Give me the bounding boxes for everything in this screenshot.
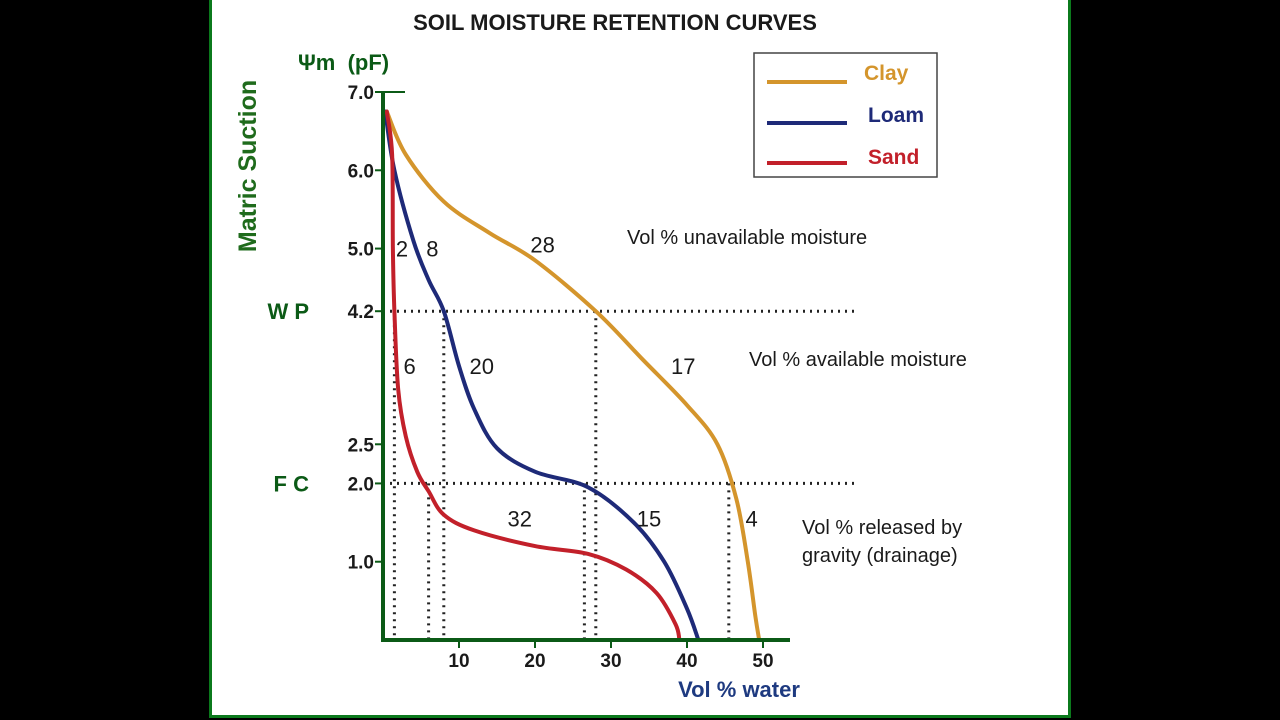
zone-value-0: 2 [396,236,408,261]
sand-curve [384,109,682,642]
reference-label-wp: W P [267,299,309,324]
y-tick-label-4.2: 4.2 [348,302,374,323]
clay-curve [384,109,762,642]
zone-value-4: 20 [470,354,494,379]
y-axis-label: Matric Suction [234,80,262,252]
zone-label-drainage-line2: gravity (drainage) [802,545,958,567]
y-unit-label: Ψm (pF) [298,50,389,75]
zone-value-labels: 2 8 28 6 20 17 32 15 4 [396,232,758,531]
x-tick-label-20: 20 [524,651,545,672]
zone-value-2: 28 [530,232,554,257]
legend: Clay Loam Sand [753,52,938,178]
slide: SOIL MOISTURE RETENTION CURVES Matric Su… [209,0,1071,718]
x-tick-label-50: 50 [752,651,773,672]
y-tick-label-2.0: 2.0 [348,474,374,495]
x-tick-label-10: 10 [448,651,469,672]
zone-label-drainage-line1: Vol % released by [802,517,962,539]
x-axis-label: Vol % water [678,677,800,702]
x-tick-label-30: 30 [600,651,621,672]
legend-loam-label: Loam [868,104,924,127]
reference-label-fc: F C [274,471,310,496]
y-tick-label-6.0: 6.0 [348,161,374,182]
chart-title: SOIL MOISTURE RETENTION CURVES [413,10,817,35]
legend-clay-label: Clay [864,62,909,85]
zone-value-1: 8 [426,236,438,261]
x-tick-labels: 10 20 30 40 50 [448,640,774,672]
y-tick-label-5.0: 5.0 [348,240,374,261]
retention-curves [383,109,762,642]
zone-value-5: 17 [671,354,695,379]
y-tick-label-2.5: 2.5 [348,435,375,456]
guide-lines: W P F C [267,299,858,640]
axes [381,92,790,642]
legend-box [753,52,938,178]
y-tick-labels: 1.0 2.0 2.5 4.2 5.0 6.0 7.0 [348,83,405,574]
zone-value-3: 6 [403,354,415,379]
y-tick-label-7.0: 7.0 [348,83,374,104]
y-tick-label-1.0: 1.0 [348,553,374,574]
soil-moisture-chart: SOIL MOISTURE RETENTION CURVES Matric Su… [234,10,967,702]
zone-value-6: 32 [508,506,532,531]
x-tick-label-40: 40 [676,651,697,672]
zone-value-8: 4 [745,506,757,531]
zone-label-available: Vol % available moisture [749,349,967,371]
legend-sand-label: Sand [868,146,919,169]
loam-curve [383,109,701,642]
zone-label-unavailable: Vol % unavailable moisture [627,227,867,249]
zone-value-7: 15 [637,506,661,531]
